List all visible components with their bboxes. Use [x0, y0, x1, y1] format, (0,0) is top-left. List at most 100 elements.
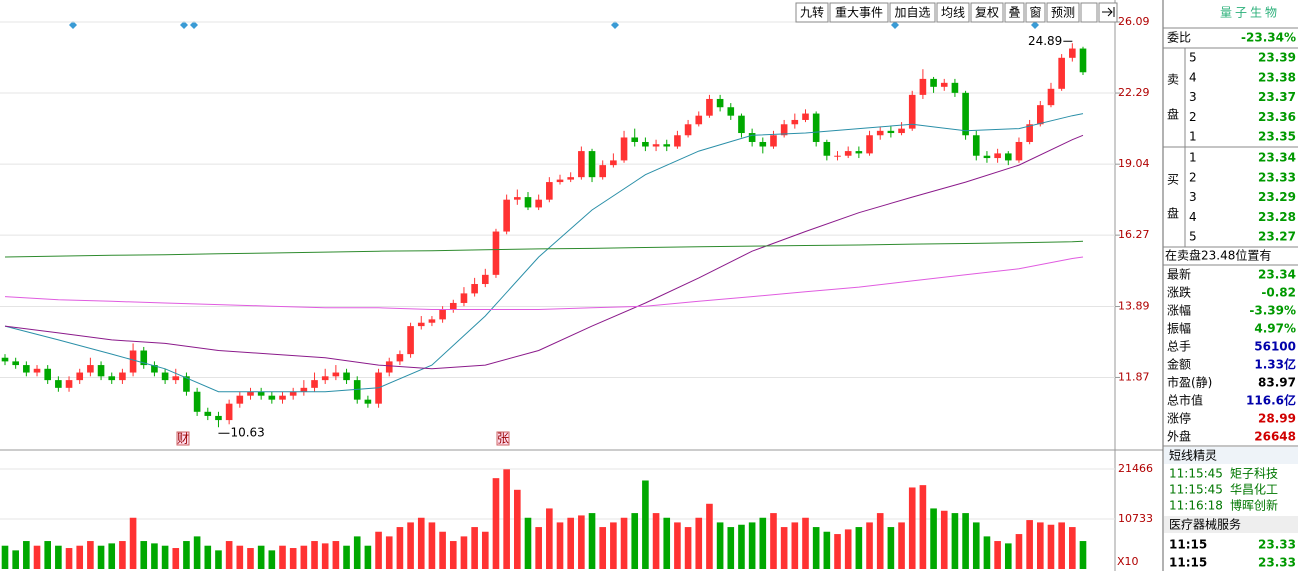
toolbar-label[interactable]: 重大事件: [835, 6, 883, 20]
candle-body: [652, 144, 660, 147]
event-box: [496, 431, 510, 446]
sector-bg: [1164, 516, 1298, 533]
volume-bar: [215, 550, 222, 569]
sprite-title: 短线精灵: [1169, 449, 1217, 463]
volume-bar: [908, 487, 916, 569]
toolbar-label[interactable]: 窗: [1029, 6, 1041, 20]
candle-body: [1079, 48, 1087, 73]
volume-bar: [1047, 524, 1055, 569]
candle-body: [812, 113, 820, 142]
book-price: 23.35: [1258, 130, 1296, 144]
candle-body: [844, 151, 852, 156]
toolbar-label[interactable]: 叠: [1008, 6, 1020, 20]
volume-bar: [417, 517, 425, 569]
volume-bar: [481, 531, 489, 569]
toolbar-label[interactable]: 九转: [800, 5, 824, 20]
book-level: 4: [1189, 70, 1197, 84]
toolbar-label[interactable]: 加自选: [894, 6, 930, 20]
volume-bar: [23, 541, 30, 569]
event-box: [176, 431, 190, 446]
volume-bar: [834, 534, 841, 569]
sprite-stock[interactable]: 博晖创新: [1230, 498, 1278, 513]
candle-body: [1047, 88, 1055, 106]
candle-body: [417, 322, 425, 327]
volume-bar: [780, 527, 788, 569]
toolbar-button[interactable]: [1025, 2, 1046, 23]
candle-body: [129, 350, 137, 373]
volume-bar: [247, 548, 254, 569]
candle-body: [300, 387, 308, 392]
candle-body: [887, 130, 895, 134]
volume-bar: [1026, 520, 1033, 569]
candle-body: [471, 284, 478, 294]
toolbar-label[interactable]: 预测: [1051, 6, 1075, 20]
event-label: 财: [177, 432, 189, 446]
low-label: 10.63: [230, 426, 264, 440]
volume-bar: [364, 545, 372, 569]
volume-bar: [172, 548, 180, 569]
toolbar-button[interactable]: [1046, 2, 1080, 23]
y-tick-label: 13.89: [1118, 300, 1150, 313]
candle-body: [1004, 153, 1012, 161]
candle-body: [407, 326, 414, 355]
book-price: 23.36: [1258, 110, 1296, 124]
y-tick-label: 10733: [1118, 512, 1153, 525]
book-note: 在卖盘23.48位置有: [1165, 248, 1271, 263]
candle-body: [311, 380, 318, 388]
candle-body: [353, 380, 361, 400]
tick-price: 23.33: [1258, 538, 1296, 552]
stat-label: 外盘: [1167, 429, 1191, 444]
stat-value: 28.99: [1258, 412, 1296, 426]
volume-bar: [375, 531, 382, 569]
volume-bar: [428, 522, 436, 569]
stat-value: -3.39%: [1249, 304, 1296, 318]
candle-body: [578, 151, 585, 178]
candle-body: [492, 231, 500, 275]
candle-body: [898, 128, 905, 134]
y-tick-label: 26.09: [1118, 15, 1150, 28]
volume-bar: [33, 545, 41, 569]
event-label: 张: [497, 432, 509, 446]
toolbar-icon[interactable]: [1080, 2, 1098, 23]
chart-bg: [0, 0, 1163, 571]
volume-bar: [567, 517, 574, 569]
volume-bar: [193, 536, 201, 569]
sprite-stock[interactable]: 华昌化工: [1230, 483, 1278, 497]
book-label: 买: [1167, 173, 1179, 187]
weibi-value: -23.34%: [1241, 31, 1296, 45]
candle-body: [599, 165, 607, 178]
candle-body: [994, 153, 1001, 159]
toolbar-label[interactable]: 均线: [941, 6, 965, 20]
stat-label: 涨停: [1167, 411, 1191, 426]
volume-bar: [279, 545, 286, 569]
volume-bar: [1015, 534, 1023, 569]
toolbar-label[interactable]: 复权: [975, 6, 999, 20]
stat-label: 振幅: [1167, 321, 1191, 336]
toolbar-button[interactable]: [970, 2, 1004, 23]
volume-bar: [706, 503, 713, 569]
tick-price: 23.33: [1258, 556, 1296, 570]
book-label: 盘: [1167, 206, 1179, 221]
candle-body: [76, 372, 84, 381]
volume-bar: [343, 545, 350, 569]
volume-bar: [898, 522, 905, 569]
toolbar-button[interactable]: [795, 2, 829, 23]
sector-name: 医疗器械服务: [1169, 517, 1241, 532]
candle-body: [481, 274, 489, 285]
book-price: 23.37: [1258, 90, 1296, 104]
y-tick-label: 22.29: [1118, 86, 1150, 99]
sprite-stock[interactable]: 矩子科技: [1230, 467, 1278, 481]
candle-body: [834, 155, 841, 157]
toolbar-button[interactable]: [936, 2, 970, 23]
candle-body: [460, 293, 468, 303]
candle-body: [225, 403, 233, 421]
toolbar-button[interactable]: [889, 2, 936, 23]
volume-bar: [300, 545, 308, 569]
high-label: 24.89: [1028, 34, 1062, 48]
volume-bar: [492, 478, 500, 569]
candle-body: [1069, 48, 1076, 58]
volume-bar: [994, 541, 1001, 569]
toolbar-button[interactable]: [829, 2, 889, 23]
toolbar-button[interactable]: [1004, 2, 1025, 23]
